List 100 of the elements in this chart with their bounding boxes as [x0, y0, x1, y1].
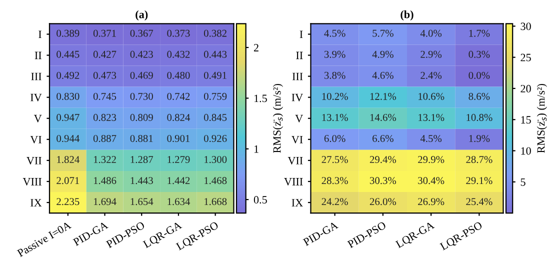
data-label: 4.0% [420, 30, 442, 37]
data-label: 13.1% [322, 114, 348, 122]
data-label: 10.6% [418, 92, 444, 100]
data-label: 29.1% [466, 177, 492, 184]
color-bar-label: 20 [520, 84, 531, 92]
data-label: 1.7% [469, 30, 490, 37]
data-label: 0.730 [130, 92, 153, 100]
data-label: 0.491 [204, 72, 226, 79]
data-label: 5.7% [372, 30, 394, 37]
data-label: 0.742 [167, 92, 190, 100]
data-label: 4.5% [420, 134, 442, 142]
data-label: 4.5% [324, 30, 346, 37]
y-tick-label: IV [30, 94, 42, 102]
data-label: 0.423 [130, 50, 153, 58]
data-label: 0.881 [130, 134, 153, 142]
color-bar-label: 30 [520, 22, 531, 30]
data-label: 0.823 [93, 114, 116, 122]
data-label: 13.1% [418, 114, 444, 122]
data-label: 0.947 [56, 114, 80, 122]
color-bar-label: 5 [520, 178, 526, 186]
data-label: 0.824 [167, 114, 190, 122]
color-bar-title: RMS(z̈$_{s}$) (m/s²) [536, 84, 547, 153]
data-label: 1.824 [57, 156, 80, 164]
data-label: 0.389 [56, 30, 80, 37]
y-tick-label: II [296, 52, 303, 60]
chart-title: (a) [136, 10, 148, 20]
y-tick-label: VIII [284, 178, 303, 186]
data-label: 2.071 [56, 177, 80, 184]
data-label: 0.901 [167, 134, 190, 142]
data-label: 1.468 [204, 177, 227, 184]
data-label: 1.694 [94, 198, 116, 206]
color-bar-label: 1.5 [254, 94, 267, 102]
data-label: 30.4% [418, 177, 444, 184]
data-label: 28.3% [322, 177, 348, 184]
data-label: 0.926 [204, 134, 227, 142]
data-label: 14.6% [370, 114, 396, 122]
data-label: 0.443 [204, 50, 227, 58]
data-label: 3.9% [324, 50, 346, 58]
data-label: 0.382 [204, 30, 226, 37]
data-label: 1.9% [469, 134, 490, 142]
color-bar-label: 2 [254, 44, 258, 52]
data-label: 24.2% [322, 198, 348, 206]
data-label: 30.3% [370, 177, 396, 184]
color-bar-label: 10 [521, 147, 531, 155]
data-label: 1.654 [130, 198, 154, 206]
y-tick-label: II [34, 52, 42, 60]
data-label: 3.8% [324, 72, 346, 79]
data-label: 1.443 [130, 177, 153, 184]
data-label: 26.9% [418, 198, 444, 206]
chart-title: (b) [400, 10, 414, 20]
data-label: 12.1% [370, 92, 396, 100]
y-tick-label: I [38, 30, 42, 38]
data-label: 29.9% [418, 156, 444, 164]
y-tick-label: V [295, 114, 303, 122]
y-tick-label: III [292, 72, 303, 80]
data-label: 4.9% [372, 50, 394, 58]
data-label: 29.4% [370, 156, 396, 164]
data-label: 0.845 [204, 114, 227, 122]
data-label: 0.809 [130, 114, 153, 122]
data-label: 0.3% [468, 50, 490, 58]
y-tick-label: IV [292, 94, 303, 102]
data-label: 1.300 [204, 156, 227, 164]
data-label: 1.634 [168, 198, 190, 206]
color-bar-title: RMS(z̈$_{s}$) (m/s²) [272, 84, 284, 153]
data-label: 26.0% [370, 198, 396, 206]
data-label: 0.432 [167, 50, 190, 58]
data-label: 27.5% [322, 156, 348, 164]
data-label: 8.6% [468, 92, 490, 100]
data-label: 0.427 [93, 50, 116, 58]
data-label: 28.7% [466, 156, 492, 164]
data-label: 0.473 [93, 72, 116, 79]
data-label: 0.944 [56, 134, 80, 142]
data-label: 0.745 [93, 92, 116, 100]
color-bar-label: 1 [254, 145, 258, 153]
color-bar-label: 0.5 [254, 196, 267, 204]
data-label: 4.6% [372, 72, 394, 79]
data-label: 0.469 [130, 72, 153, 79]
data-label: 2.4% [420, 72, 442, 79]
data-label: 0.830 [56, 92, 80, 100]
y-tick-label: VII [288, 157, 303, 164]
data-label: 0.367 [130, 30, 154, 37]
data-label: 1.668 [204, 198, 227, 206]
data-label: 0.480 [167, 72, 190, 79]
data-label: 0.373 [167, 30, 190, 37]
color-bar-label: 25 [520, 54, 531, 62]
y-tick-label: VII [26, 157, 42, 164]
data-label: 2.9% [420, 50, 442, 58]
data-label: 10.8% [466, 114, 492, 122]
data-label: 6.6% [372, 134, 394, 142]
data-label: 0.492 [56, 72, 80, 79]
y-tick-label: VI [292, 136, 303, 144]
y-tick-label: V [34, 114, 42, 122]
data-label: 25.4% [466, 198, 492, 206]
data-label: 0.0% [468, 72, 490, 79]
data-label: 0.445 [56, 50, 80, 58]
y-tick-label: I [300, 30, 303, 38]
y-tick-label: VIII [22, 178, 42, 186]
y-tick-label: IX [30, 199, 42, 206]
y-tick-label: IX [292, 199, 303, 206]
data-label: 1.279 [168, 156, 190, 164]
